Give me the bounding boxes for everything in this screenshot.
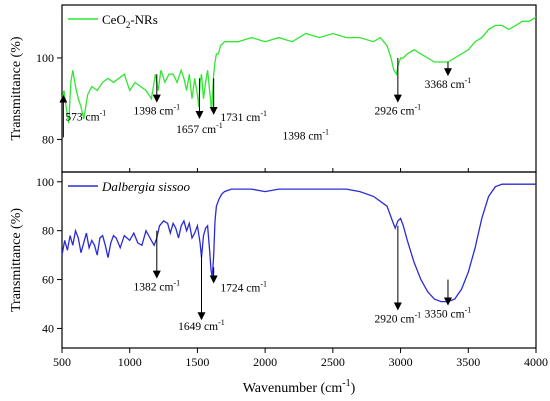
top-peak-label: 1398 cm-1 [133, 103, 180, 118]
bottom-peak-label: 1724 cm-1 [220, 280, 267, 295]
bottom-y-tick-label: 80 [42, 224, 54, 238]
top-peak-label: 1398 cm-1 [282, 127, 329, 142]
bottom-series-line [61, 183, 536, 303]
top-plot-frame [61, 4, 537, 173]
bottom-y-tick-label: 100 [36, 175, 54, 189]
x-tick-label: 2500 [321, 355, 345, 369]
x-tick-label: 1000 [118, 355, 142, 369]
bottom-peak-label: 1649 cm-1 [178, 318, 225, 333]
top-y-tick-label: 80 [42, 132, 54, 146]
x-tick-label: 3000 [389, 355, 413, 369]
x-tick-label: 500 [53, 355, 71, 369]
bottom-y-tick-label: 60 [42, 273, 54, 287]
bottom-plot-frame [61, 171, 537, 349]
x-tick-label: 1500 [185, 355, 209, 369]
top-series-line [61, 16, 537, 124]
top-peak-label: 573 cm-1 [65, 109, 106, 124]
bottom-y-tick-label: 40 [42, 321, 54, 335]
x-tick-label: 4000 [524, 355, 548, 369]
top-peak-label: 2926 cm-1 [375, 103, 422, 118]
x-tick-label: 3500 [456, 355, 480, 369]
top-y-axis-label: Transmittance (%) [9, 36, 24, 140]
bottom-peak-label: 2920 cm-1 [375, 310, 422, 325]
top-peak-label: 1731 cm-1 [220, 109, 267, 124]
top-peak-label: 1657 cm-1 [176, 121, 223, 136]
bottom-y-axis-label: Transmittance (%) [9, 208, 24, 312]
bottom-peak-label: 1382 cm-1 [133, 279, 180, 294]
bottom-legend-label: Dalbergia sissoo [101, 179, 190, 194]
top-y-tick-label: 100 [36, 51, 54, 65]
x-tick-label: 2000 [253, 355, 277, 369]
top-peak-label: 3368 cm-1 [425, 76, 472, 91]
bottom-peak-label: 3350 cm-1 [425, 306, 472, 321]
top-legend-label: CeO2-NRs [102, 12, 158, 30]
x-axis-label: Wavenumber (cm-1) [243, 378, 356, 396]
